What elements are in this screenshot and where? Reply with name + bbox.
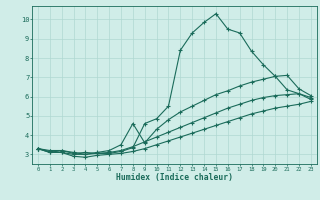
- X-axis label: Humidex (Indice chaleur): Humidex (Indice chaleur): [116, 173, 233, 182]
